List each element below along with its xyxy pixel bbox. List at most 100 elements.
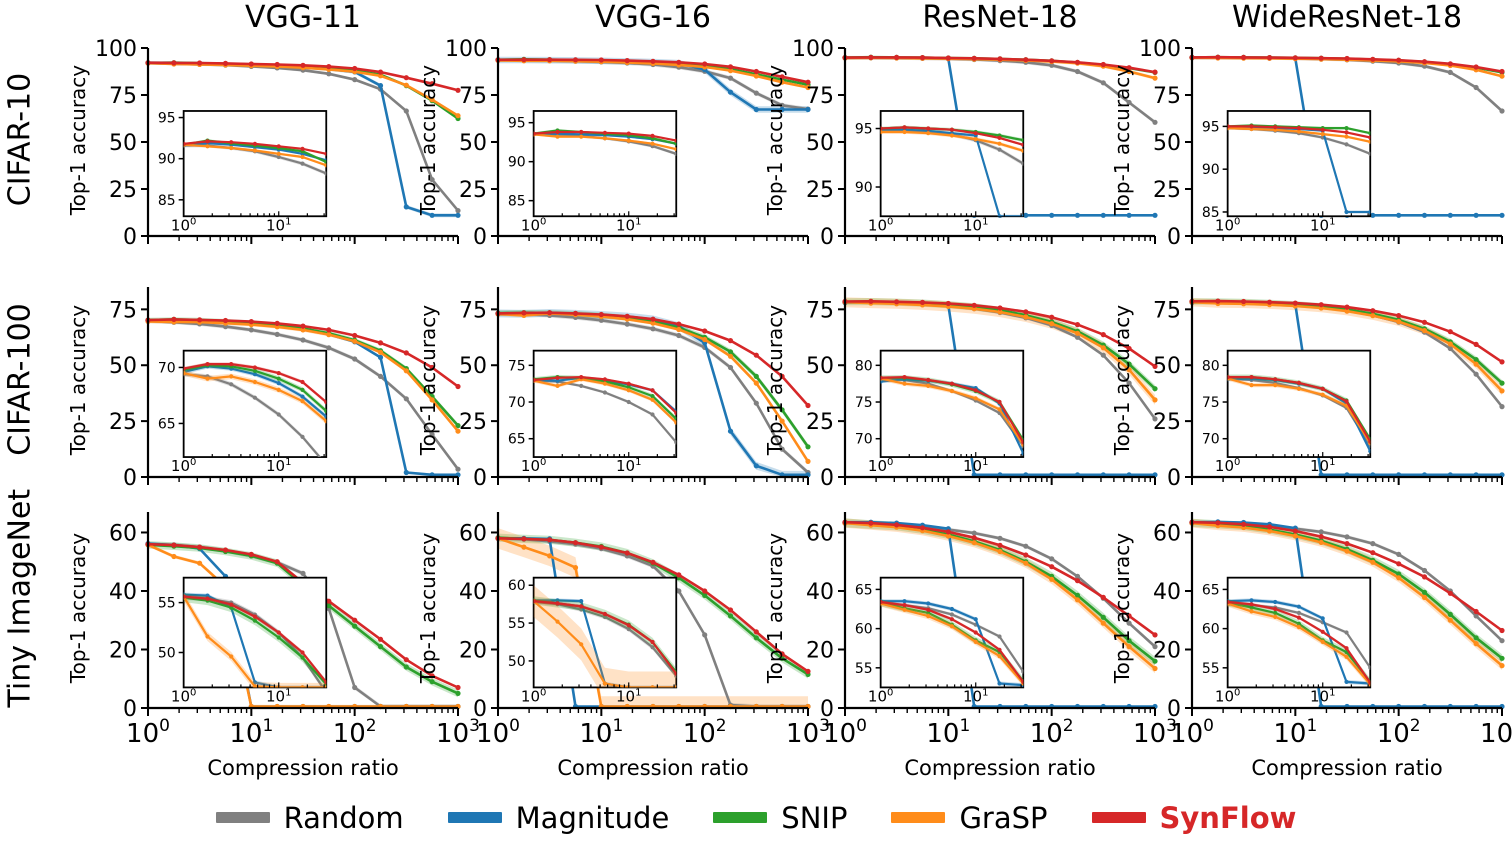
marker: [676, 572, 682, 578]
inset-marker: [1368, 439, 1371, 444]
inset-marker: [1344, 646, 1349, 651]
inset-marker: [276, 371, 281, 376]
inset-marker: [555, 383, 560, 388]
marker: [971, 530, 977, 536]
column-title-resnet-18: ResNet-18: [922, 0, 1078, 35]
inset-x-tick-label: 100: [1215, 457, 1240, 475]
inset-x-tick-label: 100: [868, 216, 893, 234]
marker: [1215, 298, 1221, 304]
inset-marker: [880, 375, 883, 380]
inset-marker: [602, 130, 607, 135]
marker: [403, 469, 409, 476]
inset-x-tick-label: 101: [1310, 687, 1335, 705]
marker: [248, 327, 254, 333]
inset-marker: [626, 388, 631, 393]
legend-label-grasp: GraSP: [959, 800, 1048, 835]
marker: [326, 332, 332, 338]
legend-item-magnitude[interactable]: Magnitude: [447, 801, 669, 835]
marker: [1447, 212, 1453, 218]
marker: [868, 520, 874, 526]
inset-marker: [555, 375, 560, 380]
marker: [598, 544, 604, 550]
marker: [727, 64, 734, 70]
inset-marker: [674, 147, 677, 152]
inset-marker: [1296, 604, 1301, 609]
marker: [1421, 574, 1428, 580]
inset-marker: [252, 141, 257, 146]
legend-item-synflow[interactable]: SynFlow: [1091, 801, 1296, 835]
inset-marker: [1273, 606, 1278, 612]
marker: [702, 588, 708, 594]
inset-x-tick-label: 100: [171, 457, 196, 475]
x-tick-label: 103: [1480, 716, 1512, 749]
legend-swatch-synflow: [1091, 812, 1146, 823]
inset-marker: [997, 647, 1002, 652]
inset-marker: [205, 593, 210, 598]
inset-marker: [650, 388, 655, 393]
inset-marker: [674, 410, 677, 416]
y-tick-label: 20: [109, 638, 137, 663]
inset-marker: [252, 148, 257, 153]
marker: [753, 380, 759, 386]
marker: [727, 428, 734, 434]
inset-marker: [1273, 377, 1278, 382]
y-axis-label: Top-1 accuracy: [1110, 532, 1134, 684]
inset-marker: [1344, 130, 1349, 135]
inset-x-tick-label: 100: [521, 216, 546, 234]
marker: [197, 560, 203, 566]
inset-x-tick-label: 101: [1310, 216, 1335, 234]
legend-item-grasp[interactable]: GraSP: [891, 800, 1048, 835]
inset-marker: [1273, 383, 1278, 388]
marker: [676, 326, 682, 333]
inset-marker: [300, 387, 305, 392]
inset-marker: [1249, 598, 1254, 603]
inset-marker: [1296, 386, 1301, 391]
y-tick-label: 25: [109, 178, 137, 203]
marker: [919, 299, 926, 305]
inset-marker: [1021, 142, 1024, 147]
marker: [1023, 552, 1029, 558]
inset-x-tick-label: 101: [616, 216, 641, 234]
y-tick-label: 75: [806, 84, 834, 109]
inset-x-tick-label: 101: [266, 216, 291, 234]
marker: [1473, 635, 1479, 641]
inset-marker: [674, 138, 677, 143]
marker: [805, 402, 811, 409]
confidence-bands: [1192, 298, 1502, 476]
marker: [1396, 313, 1402, 319]
y-tick-label: 25: [109, 410, 137, 435]
marker: [727, 607, 734, 613]
marker: [1074, 322, 1081, 328]
marker: [702, 328, 708, 334]
y-tick-label: 20: [806, 638, 834, 663]
inset-marker: [1320, 132, 1325, 137]
marker: [1473, 64, 1479, 70]
marker: [429, 97, 435, 103]
y-axis-label: Top-1 accuracy: [66, 304, 90, 456]
y-axis-label: Top-1 accuracy: [416, 304, 440, 456]
inset-marker: [324, 690, 328, 694]
legend-swatch-random: [215, 812, 270, 823]
marker: [1241, 298, 1247, 305]
legend-swatch-magnitude: [447, 812, 502, 823]
inset-marker: [1273, 610, 1278, 615]
inset-plot: [533, 128, 677, 156]
inset-marker: [602, 136, 607, 141]
legend-swatch-grasp: [891, 812, 946, 823]
x-tick-label: 101: [229, 716, 273, 749]
marker: [1100, 352, 1106, 358]
inset-marker: [300, 146, 305, 151]
legend-item-random[interactable]: Random: [215, 801, 404, 835]
marker: [1344, 548, 1350, 554]
inset-marker: [949, 133, 954, 138]
inset-x-tick-label: 101: [1310, 457, 1335, 475]
marker: [727, 349, 734, 355]
inset-marker: [926, 607, 931, 612]
y-tick-label: 60: [1153, 521, 1181, 546]
legend-item-snip[interactable]: SNIP: [713, 801, 847, 835]
marker: [805, 444, 811, 450]
inset-y-tick-label: 70: [158, 360, 176, 376]
inset-marker: [205, 634, 210, 639]
marker: [222, 547, 229, 553]
inset-marker: [324, 409, 327, 414]
